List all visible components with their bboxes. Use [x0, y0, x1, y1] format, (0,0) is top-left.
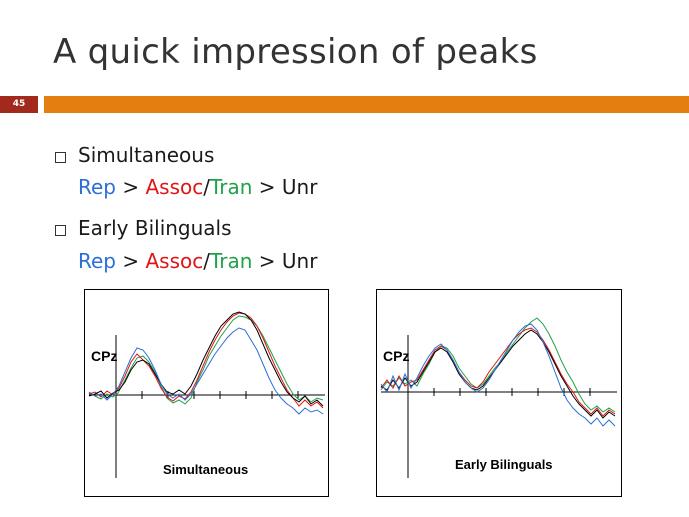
order-gt: >: [116, 249, 146, 273]
panel-label-early-bilinguals: Early Bilinguals: [455, 457, 553, 472]
bullet-heading-simultaneous: Simultaneous: [78, 143, 215, 167]
order-gt: >: [116, 175, 146, 199]
wave-rep: [380, 323, 616, 427]
peak-order-simultaneous: Rep > Assoc/Tran > Unr: [78, 175, 317, 199]
order-gt: >: [252, 249, 282, 273]
order-assoc: Assoc: [145, 175, 204, 199]
electrode-label: CPz: [383, 348, 410, 364]
electrode-label: CPz: [91, 348, 118, 364]
order-rep: Rep: [78, 249, 116, 273]
order-assoc: Assoc: [145, 249, 204, 273]
slide-number: 45: [0, 96, 38, 113]
wave-tran: [88, 315, 324, 405]
order-slash: /: [203, 175, 210, 199]
wave-unr: [88, 311, 324, 407]
erp-waveform-plot: [380, 317, 617, 478]
order-unr: Unr: [281, 175, 318, 199]
time-ticks: [433, 388, 591, 396]
order-unr: Unr: [281, 249, 318, 273]
order-tran: Tran: [210, 249, 253, 273]
panel-label-simultaneous: Simultaneous: [163, 462, 249, 477]
wave-unr: [380, 329, 616, 419]
wave-assoc: [88, 312, 324, 409]
erp-panel-early-bilinguals: CPz Early Bilinguals: [376, 289, 622, 497]
wave-rep: [88, 327, 324, 415]
bullet-square-icon: [55, 152, 66, 163]
order-rep: Rep: [78, 175, 116, 199]
order-tran: Tran: [210, 175, 253, 199]
bullet-square-icon: [55, 225, 66, 236]
peak-order-early-bilinguals: Rep > Assoc/Tran > Unr: [78, 249, 317, 273]
order-slash: /: [203, 249, 210, 273]
erp-waveform-plot: [88, 311, 325, 478]
erp-panel-simultaneous: CPz Simultaneous: [84, 289, 329, 497]
order-gt: >: [252, 175, 282, 199]
wave-assoc: [380, 327, 616, 417]
bullet-heading-early-bilinguals: Early Bilinguals: [78, 216, 232, 240]
accent-bar: [44, 96, 689, 113]
slide-title: A quick impression of peaks: [53, 32, 538, 72]
